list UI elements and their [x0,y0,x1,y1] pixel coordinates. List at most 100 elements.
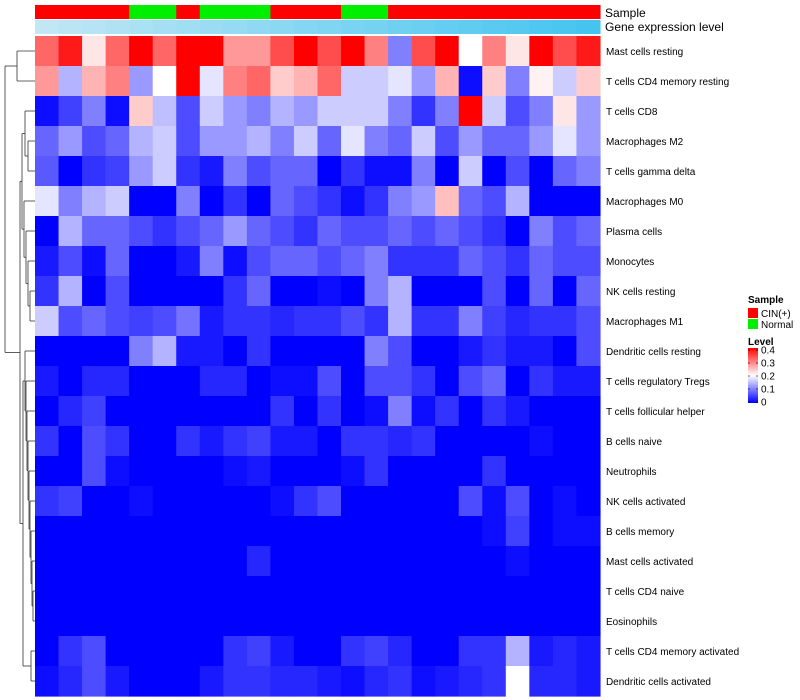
heatmap-cell [246,666,271,697]
heatmap-cell [388,546,413,577]
heatmap-cell [58,546,83,577]
heatmap-cell [458,336,483,367]
heatmap-cell [293,546,319,577]
heatmap-cell [82,366,107,397]
heatmap-cell [82,126,107,157]
heatmap-cell [35,156,60,187]
heatmap-cell [246,36,271,67]
annotation-expression-cell [529,20,554,34]
heatmap-cell [270,456,295,487]
heatmap-cell [293,96,319,127]
heatmap-cell [199,126,224,157]
heatmap-cell [129,36,154,67]
heatmap-cell [529,126,554,157]
row-label: T cells regulatory Tregs [606,377,710,388]
annotation-sample-cell [293,5,319,19]
annotation-sample-cell [270,5,295,19]
heatmap-cell [435,246,460,277]
row-label: Mast cells activated [606,557,693,568]
heatmap-cell [341,336,366,367]
heatmap-cell [293,276,319,307]
heatmap-cell [246,336,271,367]
heatmap-cell [505,486,530,517]
heatmap-cell [199,606,224,637]
heatmap-cell [105,306,130,337]
heatmap-cell [505,546,530,577]
heatmap-cell [364,366,389,397]
heatmap-cell [388,246,413,277]
heatmap-cell [341,276,366,307]
heatmap-cell [435,306,460,337]
heatmap-cell [317,576,342,607]
heatmap-cell [35,96,60,127]
heatmap-cell [105,516,130,547]
heatmap-cell [435,156,460,187]
heatmap-cell [317,606,342,637]
heatmap-cell [293,126,319,157]
heatmap-cell [82,66,107,97]
heatmap-cell [552,36,578,67]
heatmap-cell [270,636,295,667]
heatmap-cell [58,66,83,97]
heatmap-cell [199,96,224,127]
heatmap-cell [176,156,201,187]
annotation-expression-cell [82,20,107,34]
heatmap-cell [270,276,295,307]
heatmap-cell [35,396,60,427]
legend-level-tick-label: 0.4 [761,346,775,357]
heatmap-cell [317,396,342,427]
heatmap-cell [176,456,201,487]
heatmap-cell [529,336,554,367]
heatmap-cell [129,126,154,157]
heatmap-cell [105,66,130,97]
heatmap-cell [35,246,60,277]
heatmap-cell [223,456,248,487]
annotation-expression-cell [505,20,530,34]
heatmap-cell [176,96,201,127]
heatmap-cell [223,516,248,547]
legend-level-tick-label: 0 [761,398,767,409]
row-labels: Mast cells resting T cells CD4 memory res… [606,47,739,688]
heatmap-cell [223,426,248,457]
heatmap-cell [435,276,460,307]
heatmap-cell [576,516,601,547]
row-label: Macrophages M0 [606,197,684,208]
heatmap-cell [552,276,578,307]
heatmap-cell [576,486,601,517]
heatmap-cell [293,216,319,247]
heatmap-cell [482,426,507,457]
heatmap-cell [576,126,601,157]
row-label: Mast cells resting [606,47,683,58]
heatmap-cell [152,336,177,367]
heatmap-cell [58,456,83,487]
annotation-expression-cell [552,20,578,34]
heatmap-cell [435,96,460,127]
annotation-expression-cell [199,20,224,34]
heatmap-cell [529,486,554,517]
heatmap-cell [58,516,83,547]
heatmap-cell [411,36,436,67]
heatmap-cell [458,396,483,427]
heatmap-cell [58,336,83,367]
heatmap-cell [458,576,483,607]
heatmap-cell [58,216,83,247]
heatmap-cell [364,276,389,307]
heatmap-cell [458,306,483,337]
heatmap-cell [529,186,554,217]
heatmap-cell [458,366,483,397]
heatmap-cell [411,636,436,667]
annotation-sample-cell [58,5,83,19]
heatmap-cell [35,486,60,517]
legend-level-tick-label: 0.3 [761,359,775,370]
heatmap-cell [364,636,389,667]
heatmap-cell [270,666,295,697]
heatmap-cell [82,156,107,187]
annotation-expression-cell [482,20,507,34]
heatmap-cell [552,606,578,637]
heatmap-cell [576,186,601,217]
annotation-sample-cell [152,5,177,19]
heatmap-cell [246,246,271,277]
heatmap-cell [388,36,413,67]
heatmap-cell [529,426,554,457]
